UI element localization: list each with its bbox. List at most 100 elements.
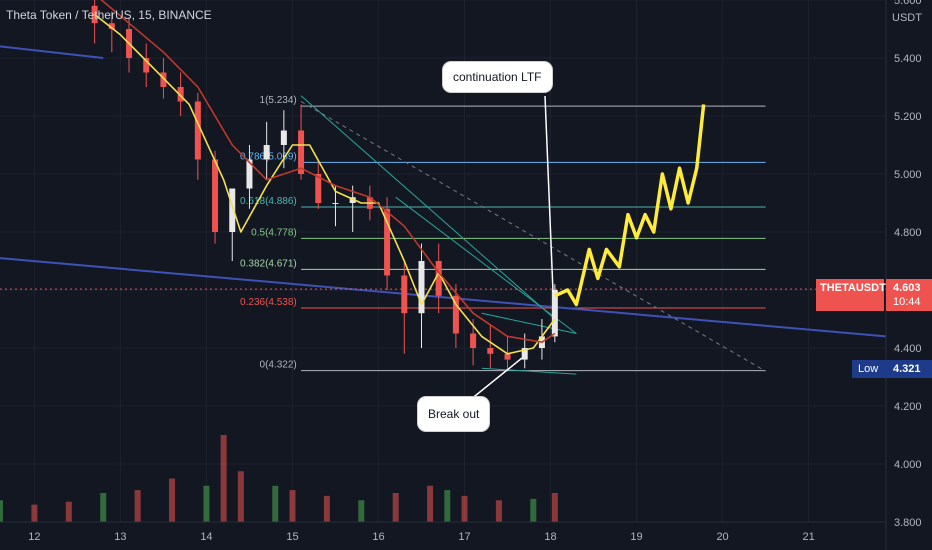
volume-bar: [100, 493, 107, 522]
fib-level-label: 0.382(4.671): [240, 258, 297, 269]
low-label: Low: [858, 363, 879, 375]
low-value-badge: 4.321: [886, 360, 932, 378]
x-tick-label: 18: [544, 531, 556, 543]
trend-line: [0, 45, 104, 59]
candle-body: [551, 290, 558, 337]
candle-body: [384, 208, 391, 276]
countdown: 10:44: [893, 296, 921, 308]
candle-body: [280, 130, 287, 145]
volume-bar: [461, 495, 468, 522]
trend-line: [395, 196, 577, 334]
volume-bar: [0, 500, 3, 522]
volume-bar: [203, 485, 210, 522]
breakout-callout: Break out: [418, 397, 490, 431]
volume-bar: [495, 500, 502, 522]
current-price-box: 4.603 10:44: [886, 279, 932, 311]
candle-body: [401, 275, 408, 314]
candle-body: [487, 348, 494, 354]
x-tick-label: 20: [716, 531, 728, 543]
y-tick-label: 4.000: [894, 459, 922, 471]
candle-body: [108, 23, 115, 29]
y-tick-label: 5.400: [894, 53, 922, 65]
volume-bar: [358, 500, 365, 522]
candle-body: [470, 333, 477, 348]
candle-body: [521, 348, 528, 360]
volume-bar: [134, 490, 141, 522]
trend-line: [481, 367, 577, 375]
candle-body: [194, 101, 201, 160]
candle-body: [229, 188, 236, 232]
breakout-label: Break out: [428, 407, 480, 421]
low-value: 4.321: [893, 363, 921, 375]
y-tick-label: 4.800: [894, 227, 922, 239]
volume-bar: [65, 501, 72, 522]
candle-body: [263, 145, 270, 160]
y-tick-label: 4.200: [894, 401, 922, 413]
volume-bar: [289, 490, 296, 522]
candle-body: [177, 87, 184, 102]
chart-header: Theta Token / TetherUS, 15, BINANCE: [6, 8, 212, 22]
fib-level-label: 0.5(4.778): [251, 227, 297, 238]
candle-body: [160, 72, 167, 87]
volume-bar: [272, 485, 279, 522]
volume-bar: [169, 478, 176, 522]
trend-line: [481, 312, 577, 334]
candle-body: [212, 159, 219, 232]
series-line: [554, 104, 706, 307]
candle-body: [349, 197, 356, 203]
series-line: [94, 13, 556, 355]
x-tick-label: 14: [200, 531, 212, 543]
current-price: 4.603: [893, 282, 921, 294]
trend-line: [300, 95, 556, 320]
candle-body: [246, 159, 253, 189]
x-tick-label: 15: [286, 531, 298, 543]
candle-body: [143, 58, 150, 73]
x-tick-label: 21: [802, 531, 814, 543]
continuation-callout: continuation LTF: [443, 62, 552, 92]
low-label-badge: Low: [852, 360, 886, 378]
trend-line: [0, 257, 887, 338]
fib-level-label: 0.618(4.886): [240, 196, 297, 207]
volume-bar: [392, 493, 399, 522]
breakout-pointer: [469, 357, 523, 401]
y-tick-label: 4.400: [894, 343, 922, 355]
y-tick-label: 5.200: [894, 111, 922, 123]
x-tick-label: 16: [372, 531, 384, 543]
volume-bar: [31, 504, 38, 522]
y-tick-label: 3.800: [894, 517, 922, 529]
fib-level-label: 1(5.234): [260, 95, 297, 106]
volume-bar: [427, 485, 434, 522]
continuation-label: continuation LTF: [453, 70, 542, 84]
candle-body: [315, 174, 322, 203]
currency-label: USDT: [892, 12, 922, 24]
volume-bar: [220, 435, 227, 522]
fib-level-label: 0.236(4.538): [240, 297, 297, 308]
x-tick-label: 13: [114, 531, 126, 543]
x-tick-label: 17: [458, 531, 470, 543]
y-tick-label: 5.000: [894, 169, 922, 181]
candle-body: [332, 203, 339, 204]
candle-body: [504, 353, 511, 360]
continuation-pointer: [544, 95, 554, 293]
volume-bar: [444, 490, 451, 522]
x-tick-label: 12: [28, 531, 40, 543]
volume-bar: [237, 471, 244, 522]
candle-body: [298, 130, 305, 174]
y-tick-label: 5.600: [894, 0, 922, 7]
volume-bar: [323, 495, 330, 522]
candle-body: [435, 261, 442, 296]
series-line: [100, 0, 556, 344]
current-symbol: THETAUSDT: [820, 282, 886, 294]
trend-line: [300, 101, 766, 372]
x-tick-label: 19: [630, 531, 642, 543]
current-price-badge: THETAUSDT: [816, 279, 886, 311]
fib-level-label: 0(4.322): [260, 360, 297, 371]
currency-text: USDT: [892, 12, 922, 24]
volume-bar: [551, 493, 558, 522]
candle-body: [452, 295, 459, 334]
volume-bar: [530, 498, 537, 522]
candle-body: [418, 261, 425, 314]
symbol-title[interactable]: Theta Token / TetherUS, 15, BINANCE: [6, 8, 212, 22]
